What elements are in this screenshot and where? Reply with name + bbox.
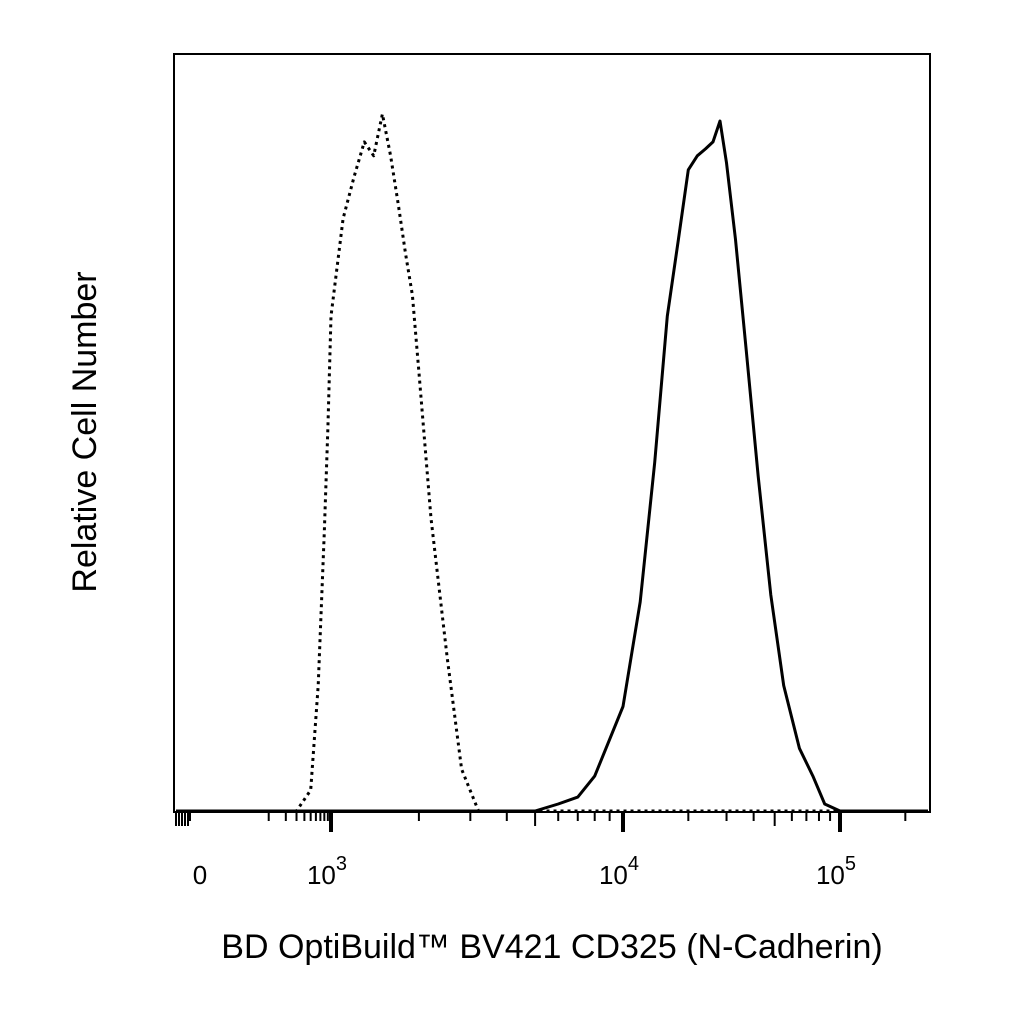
x-tick-label: 104: [599, 853, 639, 890]
control-histogram: [176, 112, 928, 813]
x-major-ticks: [329, 812, 842, 832]
x-axis-label: BD OptiBuild™ BV421 CD325 (N-Cadherin): [221, 928, 882, 966]
x-tick-label: 0: [193, 860, 207, 890]
x-tick-label: 103: [307, 853, 347, 890]
x-tick-labels: 0 103 104 105: [193, 853, 856, 890]
series-layer: [176, 112, 928, 813]
stained-histogram: [176, 119, 928, 813]
x-tick-label: 105: [816, 853, 856, 890]
plot-frame: [173, 53, 931, 813]
y-axis-label: Relative Cell Number: [66, 271, 104, 592]
x-minor-ticks: [175, 812, 907, 826]
